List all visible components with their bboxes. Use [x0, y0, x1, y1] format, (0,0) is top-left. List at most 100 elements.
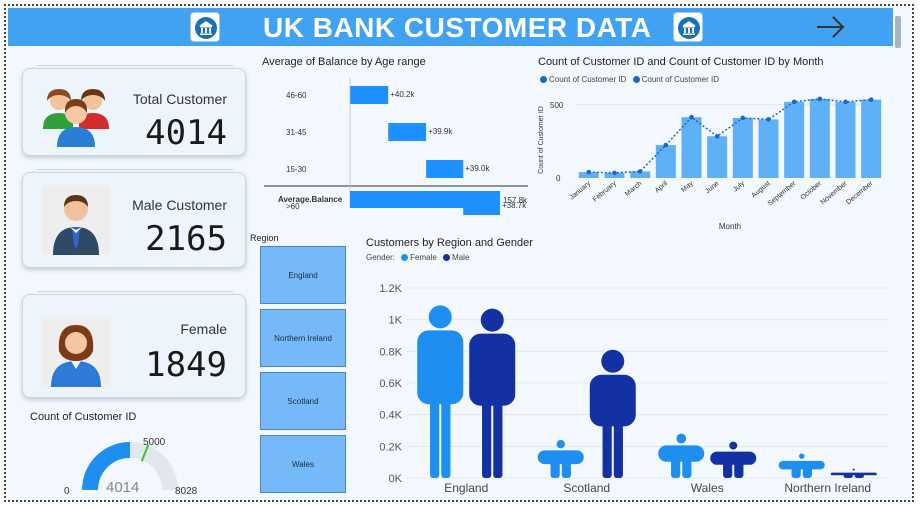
- balance-category-label: 15-30: [286, 165, 307, 174]
- page-title: UK BANK CUSTOMER DATA: [263, 12, 652, 43]
- month-line-point: [843, 99, 848, 105]
- person-left-leg: [791, 466, 801, 478]
- gauge-fill: [82, 442, 131, 491]
- person-body: [658, 445, 705, 462]
- month-x-tick: July: [732, 180, 746, 194]
- month-bar: [578, 172, 599, 178]
- month-x-tick: August: [751, 180, 772, 199]
- person-right-leg: [613, 405, 623, 478]
- person-left-leg: [671, 455, 681, 478]
- arrow-right-icon[interactable]: [813, 12, 849, 42]
- person-left-leg: [430, 374, 440, 478]
- month-x-tick: October: [800, 180, 824, 202]
- region-y-tick: 0.8K: [379, 346, 402, 358]
- region-person-bar: [830, 468, 877, 478]
- region-person-bar: [710, 441, 757, 478]
- person-right-leg: [493, 376, 503, 478]
- kpi-label: Total Customer: [132, 91, 227, 107]
- person-right-leg: [561, 458, 571, 478]
- month-y-tick: 500: [550, 101, 564, 110]
- person-left-leg: [482, 376, 492, 478]
- kpi-value: 2165: [145, 219, 227, 259]
- kpi-value: 4014: [145, 113, 227, 153]
- gauge-target-marker: [140, 444, 150, 462]
- region-slicer-item-scotland[interactable]: Scotland: [260, 372, 346, 430]
- region-y-tick: 0.6K: [379, 378, 402, 390]
- balance-bar: [426, 160, 464, 178]
- region-slicer-title: Region: [250, 233, 279, 243]
- region-chart-title: Customers by Region and Gender: [366, 237, 533, 249]
- gauge-title: Count of Customer ID: [30, 411, 137, 423]
- balance-chart-title: Average of Balance by Age range: [262, 56, 426, 68]
- person-head: [852, 468, 855, 471]
- balance-bar: [350, 86, 389, 104]
- region-person-bar: [537, 440, 584, 478]
- region-chart: 0K 0.2K 0.4K 0.6K 0.8K 1K 1.2K England Scotland W…: [379, 283, 888, 495]
- month-y-tick: 0: [556, 174, 561, 183]
- kpi-label: Male Customer: [132, 197, 227, 213]
- month-y-axis-label: Count of Customer ID: [538, 106, 545, 174]
- person-left-leg: [550, 458, 560, 478]
- month-bar: [732, 117, 753, 178]
- region-slicer-item-england[interactable]: England: [260, 246, 346, 304]
- person-head: [428, 305, 452, 329]
- month-x-tick: January: [569, 180, 593, 202]
- kpi-label: Female: [180, 321, 227, 337]
- region-person-bar: [778, 453, 825, 478]
- month-line-point: [791, 99, 797, 105]
- person-body: [589, 374, 636, 427]
- region-person-bar: [589, 349, 636, 478]
- balance-chart: 46-60 +40.2k 31-45 +39.9k 15-30 +39.0k >60 +38.…: [264, 78, 528, 215]
- bank-icon: [673, 12, 703, 42]
- balance-value-label: +38.7k: [502, 201, 527, 210]
- month-x-tick: September: [767, 180, 798, 208]
- month-line-point: [766, 117, 771, 122]
- month-line-point: [586, 169, 592, 175]
- month-line-point: [868, 97, 874, 102]
- person-right-leg: [802, 466, 812, 478]
- person-body: [710, 451, 757, 465]
- gauge-value-label: 4014: [106, 479, 139, 496]
- region-x-tick: Wales: [691, 481, 724, 495]
- month-x-tick: February: [592, 180, 618, 204]
- region-slicer-item-northern-ireland[interactable]: Northern Ireland: [260, 309, 346, 367]
- legend-dot: [443, 254, 451, 262]
- header-bar: UK BANK CUSTOMER DATA: [8, 8, 901, 48]
- gauge-min-label: 0: [64, 486, 70, 497]
- balance-total-bar: [350, 191, 500, 208]
- balance-category-label: >60: [286, 202, 300, 211]
- month-x-tick: May: [680, 180, 695, 194]
- region-x-tick: Scotland: [563, 481, 610, 495]
- month-bar: [655, 145, 676, 178]
- group-icon: [43, 89, 109, 147]
- month-x-tick: December: [845, 180, 875, 207]
- scrollbar[interactable]: [895, 16, 901, 48]
- region-y-tick: 1K: [389, 315, 403, 327]
- month-bar: [681, 117, 702, 178]
- region-y-tick: 0K: [389, 473, 403, 485]
- person-body: [469, 333, 516, 406]
- kpi-card-male: Male Customer 2165: [22, 169, 246, 268]
- region-chart-legend: Gender: Female Male: [366, 253, 469, 262]
- balance-value-label: +39.9k: [428, 127, 453, 136]
- legend-dot: [632, 76, 640, 84]
- male-icon: [41, 185, 111, 255]
- month-x-tick: June: [704, 180, 720, 195]
- region-slicer-item-wales[interactable]: Wales: [260, 435, 346, 493]
- person-head: [799, 453, 805, 459]
- legend-label: Male: [452, 253, 470, 262]
- person-right-leg: [734, 459, 744, 478]
- legend-label: Count of Customer ID: [549, 75, 627, 84]
- balance-category-label: 46-60: [286, 91, 307, 100]
- person-head: [601, 349, 625, 373]
- person-body: [778, 460, 825, 470]
- month-line-point: [637, 169, 643, 174]
- person-left-leg: [602, 405, 612, 478]
- month-line-series: [588, 98, 872, 174]
- balance-value-label: +39.0k: [465, 164, 490, 173]
- legend-title: Gender:: [366, 253, 395, 262]
- region-person-bar: [469, 308, 516, 478]
- female-icon: [41, 317, 111, 387]
- person-body: [417, 330, 464, 405]
- month-bar: [835, 101, 856, 178]
